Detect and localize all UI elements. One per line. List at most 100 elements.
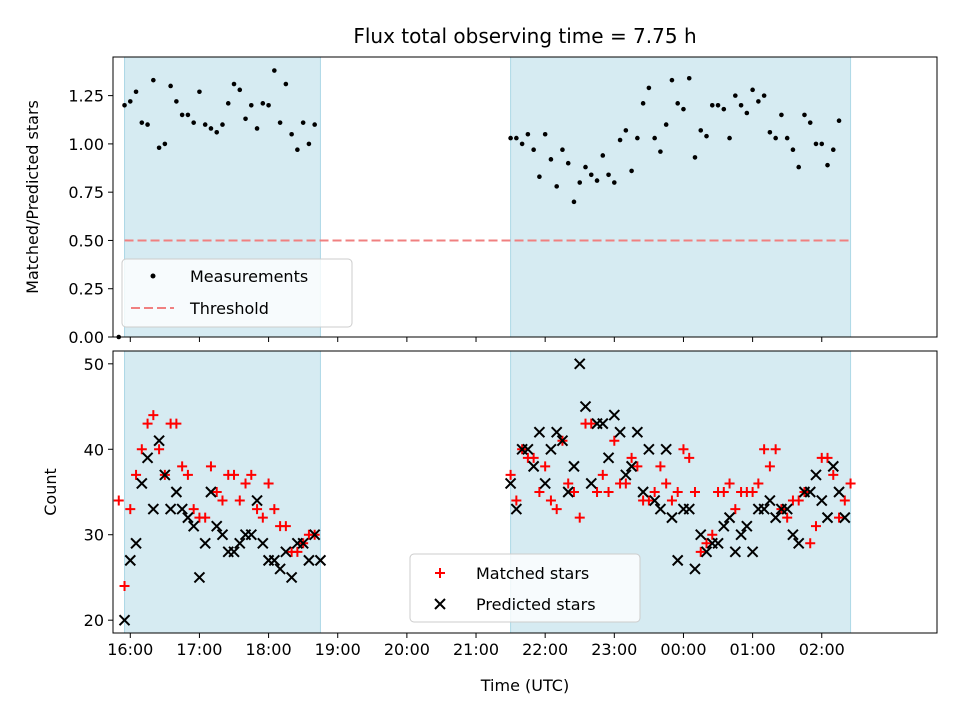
predicted-star-point xyxy=(579,400,592,413)
measurement-point xyxy=(295,147,300,152)
matched-star-point xyxy=(632,461,643,472)
measurement-point xyxy=(830,147,836,152)
x-tick-label: 16:00 xyxy=(107,640,153,659)
predicted-star-point xyxy=(821,511,834,524)
predicted-star-point xyxy=(620,469,632,481)
predicted-star-point xyxy=(205,486,217,498)
top-panel: 0.00 0.25 0.50 0.75 1.00 1.25 Matched/Predicte… xyxy=(23,56,938,347)
predicted-star-point xyxy=(118,614,131,626)
measurement-point xyxy=(554,184,559,189)
matched-star-point xyxy=(182,469,193,480)
predicted-star-point xyxy=(833,486,845,498)
matched-star-point xyxy=(188,504,199,515)
measurement-point xyxy=(756,99,761,104)
predicted-star-point xyxy=(810,469,822,481)
measurement-point xyxy=(612,180,617,185)
predicted-star-point xyxy=(268,554,281,567)
y-tick-label: 0.75 xyxy=(68,183,104,202)
predicted-star-point xyxy=(614,426,626,438)
measurement-point xyxy=(202,122,208,127)
measurement-point xyxy=(658,149,663,154)
legend-measurements-label: Measurements xyxy=(190,267,308,286)
measurement-point xyxy=(542,131,548,137)
y-tick-label: 50 xyxy=(84,355,104,374)
measurement-point xyxy=(537,174,542,180)
matched-star-point xyxy=(177,461,188,472)
measurement-point xyxy=(577,180,583,185)
measurement-point xyxy=(191,120,196,125)
matched-star-point xyxy=(563,478,574,489)
predicted-star-point xyxy=(695,529,707,541)
y-axis-label: Count xyxy=(41,468,60,516)
predicted-star-point xyxy=(574,358,586,370)
measurement-point xyxy=(819,141,825,147)
measurement-point xyxy=(525,131,531,137)
predicted-star-point xyxy=(211,520,223,532)
matched-star-point xyxy=(753,478,764,489)
x-tick-label: 02:00 xyxy=(799,640,845,659)
shaded-interval xyxy=(510,56,852,338)
measurement-point xyxy=(727,135,732,141)
measurement-point xyxy=(133,89,139,95)
predicted-star-point xyxy=(504,477,517,490)
measurement-point xyxy=(565,160,571,166)
matched-star-point xyxy=(125,504,136,515)
matched-star-point xyxy=(568,487,579,497)
measurement-point xyxy=(744,110,750,116)
y-tick-label: 0.25 xyxy=(68,280,104,299)
measurement-point xyxy=(796,164,802,170)
predicted-star-point xyxy=(758,503,770,515)
predicted-star-point xyxy=(147,503,160,515)
measurement-point xyxy=(836,118,842,124)
measurement-point xyxy=(790,147,796,152)
measurement-point xyxy=(254,126,260,131)
measurement-point xyxy=(151,77,156,83)
legend-box xyxy=(121,258,353,328)
matched-star-point xyxy=(528,452,539,463)
measurement-point xyxy=(508,135,513,141)
measurement-point xyxy=(675,101,680,106)
measurement-point xyxy=(185,112,191,118)
measurement-point xyxy=(825,162,830,168)
predicted-star-point xyxy=(625,460,638,473)
matched-star-point xyxy=(171,418,182,429)
predicted-star-point xyxy=(718,520,730,532)
measurement-point xyxy=(709,102,715,108)
measurement-point xyxy=(560,147,565,152)
matched-star-point xyxy=(269,504,280,515)
matched-star-point xyxy=(211,487,222,497)
predicted-star-point xyxy=(141,452,154,464)
matched-star-point xyxy=(551,504,562,515)
measurement-point xyxy=(761,93,767,98)
measurement-point xyxy=(283,81,289,87)
matched-star-point xyxy=(643,495,654,506)
matched-star-point xyxy=(257,512,268,523)
matched-star-point xyxy=(131,469,142,480)
measurement-point xyxy=(571,199,577,205)
matched-star-point xyxy=(148,410,159,421)
predicted-star-point xyxy=(130,537,142,549)
measurement-point xyxy=(243,116,248,122)
measurement-point xyxy=(669,77,675,83)
legend-box xyxy=(409,553,641,623)
x-tick-label: 00:00 xyxy=(660,640,706,659)
measurement-point xyxy=(174,99,179,104)
measurement-point xyxy=(548,157,554,162)
measurement-point xyxy=(260,101,266,106)
predicted-star-point xyxy=(550,426,563,438)
predicted-star-point xyxy=(746,546,759,558)
y-tick-label: 1.00 xyxy=(68,135,104,154)
legend-matched-label: Matched stars xyxy=(476,564,589,583)
matched-star-point xyxy=(747,487,758,497)
predicted-star-point xyxy=(280,546,292,558)
matched-star-point xyxy=(672,487,683,497)
predicted-star-point xyxy=(769,511,782,524)
measurement-point xyxy=(738,102,744,108)
predicted-star-point xyxy=(199,537,211,549)
legend-predicted-label: Predicted stars xyxy=(476,595,596,614)
measurement-point xyxy=(692,155,698,160)
matched-star-point xyxy=(839,495,850,506)
matched-star-point xyxy=(810,521,821,532)
matched-star-point xyxy=(511,495,522,506)
